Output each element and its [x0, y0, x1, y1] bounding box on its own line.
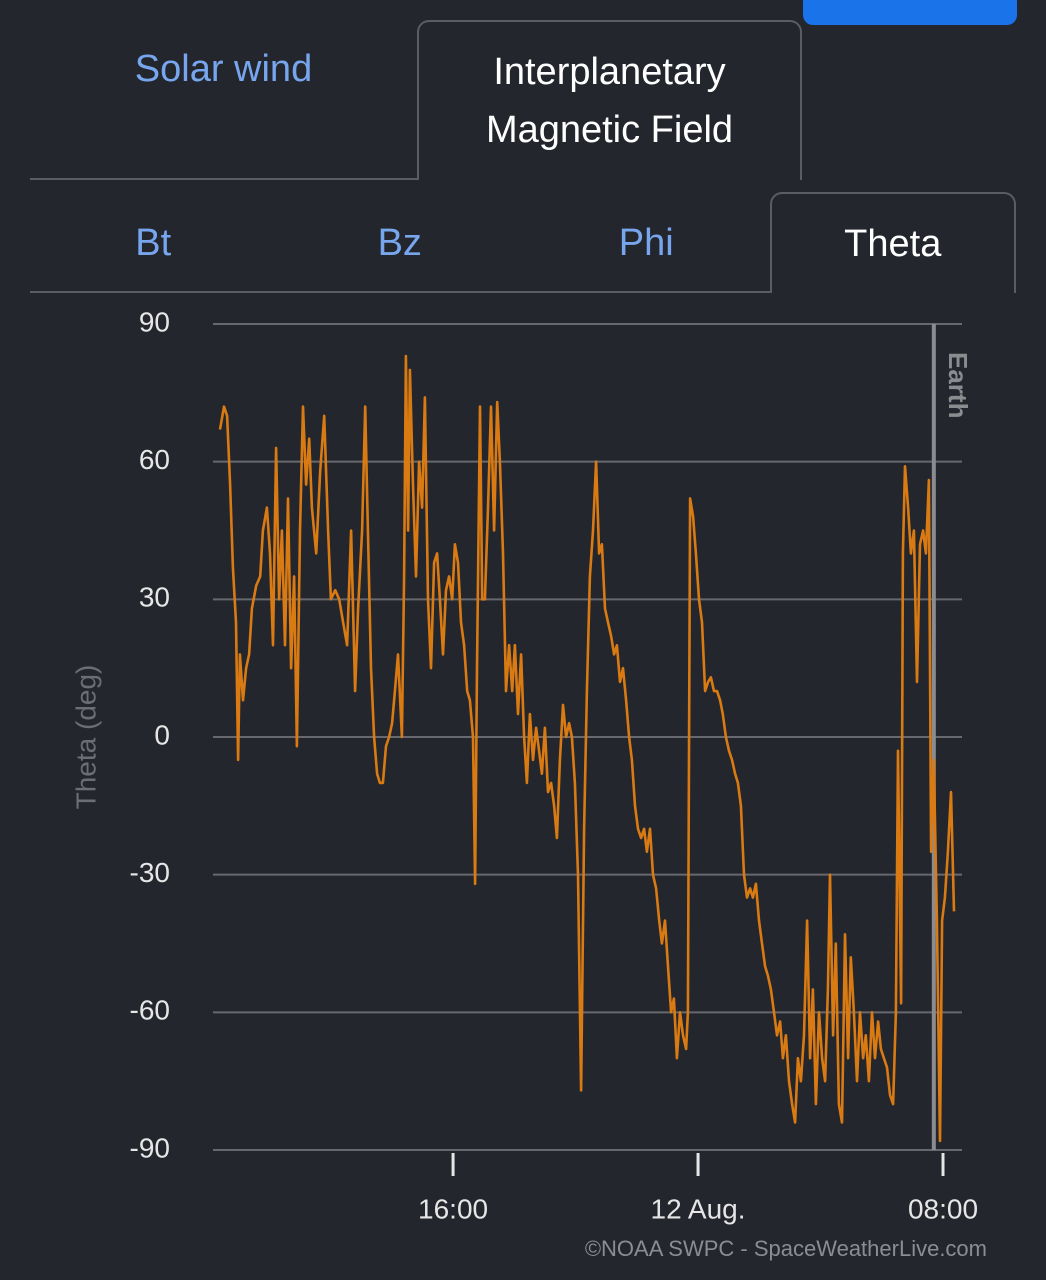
- x-tick-label: 12 Aug.: [651, 1193, 746, 1224]
- y-tick-label: -30: [130, 857, 170, 888]
- main-tab[interactable]: Solar wind: [134, 48, 313, 90]
- sub-tab[interactable]: Bt: [135, 221, 172, 264]
- earth-label: Earth: [943, 352, 973, 418]
- main-tab[interactable]: Interplanetary Magnetic Field: [417, 20, 802, 180]
- x-tick-label: 08:00: [908, 1193, 978, 1224]
- credit: ©NOAA SWPC - SpaceWeatherLive.com: [585, 1236, 987, 1261]
- y-tick-label: 0: [154, 719, 170, 750]
- sub-tab[interactable]: Theta: [769, 192, 1016, 293]
- subtab-rule: [30, 291, 772, 293]
- y-tick-label: 90: [139, 306, 170, 337]
- y-tick-label: 30: [139, 582, 170, 613]
- y-axis-label: Theta (deg): [70, 665, 101, 810]
- y-tick-label: -60: [130, 995, 170, 1026]
- tab-rule: [30, 178, 418, 180]
- sub-tab[interactable]: Phi: [618, 221, 674, 264]
- data-line: [218, 354, 956, 1143]
- sub-tab[interactable]: Bz: [377, 221, 422, 264]
- top-button[interactable]: [803, 0, 1017, 25]
- y-tick-label: -90: [130, 1132, 170, 1163]
- y-tick-label: 60: [139, 444, 170, 475]
- x-tick-label: 16:00: [418, 1193, 488, 1224]
